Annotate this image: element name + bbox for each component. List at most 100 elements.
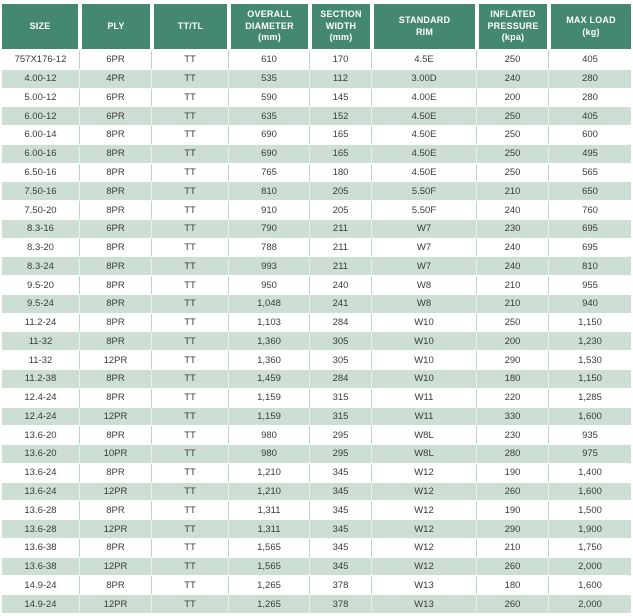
tire-spec-table: SIZE PLY TT/TL OVERALL DIAMETER (mm) SEC… — [0, 3, 633, 614]
cell-max_load: 1,500 — [549, 501, 633, 521]
cell-tt_tl: TT — [152, 276, 229, 295]
cell-section_width: 305 — [310, 351, 372, 371]
cell-overall_diameter: 788 — [229, 238, 310, 258]
cell-max_load: 940 — [549, 294, 633, 314]
cell-ply: 8PR — [80, 201, 152, 220]
cell-tt_tl: TT — [152, 501, 229, 521]
cell-size: 11.2-24 — [0, 313, 80, 333]
cell-size: 13.6-28 — [0, 501, 80, 521]
cell-inflated_pressure: 230 — [477, 219, 549, 239]
cell-overall_diameter: 1,311 — [229, 501, 310, 521]
cell-tt_tl: TT — [152, 595, 229, 614]
cell-ply: 8PR — [80, 426, 152, 446]
cell-inflated_pressure: 200 — [477, 88, 549, 108]
table-row: 5.00-12 6PR TT 590 145 4.00E 200 280 — [0, 88, 633, 108]
cell-tt_tl: TT — [152, 557, 229, 577]
cell-tt_tl: TT — [152, 576, 229, 596]
cell-ply: 8PR — [80, 576, 152, 596]
cell-inflated_pressure: 290 — [477, 351, 549, 371]
cell-ply: 4PR — [80, 69, 152, 89]
cell-inflated_pressure: 250 — [477, 144, 549, 164]
cell-size: 13.6-20 — [0, 426, 80, 446]
cell-overall_diameter: 1,159 — [229, 388, 310, 408]
cell-overall_diameter: 1,311 — [229, 520, 310, 539]
cell-max_load: 955 — [549, 276, 633, 295]
table-row: 11.2-24 8PR TT 1,103 284 W10 250 1,150 — [0, 313, 633, 333]
cell-overall_diameter: 765 — [229, 163, 310, 183]
cell-standard_rim: W11 — [372, 388, 477, 408]
cell-overall_diameter: 1,159 — [229, 407, 310, 427]
cell-max_load: 1,285 — [549, 388, 633, 408]
cell-section_width: 211 — [310, 257, 372, 277]
table-row: 7.50-16 8PR TT 810 205 5.50F 210 650 — [0, 182, 633, 202]
cell-standard_rim: W10 — [372, 332, 477, 352]
cell-max_load: 600 — [549, 126, 633, 145]
cell-tt_tl: TT — [152, 463, 229, 483]
cell-inflated_pressure: 330 — [477, 407, 549, 427]
cell-overall_diameter: 980 — [229, 445, 310, 464]
cell-section_width: 205 — [310, 201, 372, 220]
cell-inflated_pressure: 290 — [477, 520, 549, 539]
cell-section_width: 345 — [310, 501, 372, 521]
cell-size: 11.2-38 — [0, 370, 80, 389]
table-body: 757X176-12 6PR TT 610 170 4.5E 250 405 4.00-12 4P… — [0, 51, 633, 614]
cell-max_load: 760 — [549, 201, 633, 220]
cell-inflated_pressure: 250 — [477, 51, 549, 70]
cell-ply: 8PR — [80, 238, 152, 258]
cell-tt_tl: TT — [152, 370, 229, 389]
cell-overall_diameter: 1,459 — [229, 370, 310, 389]
cell-standard_rim: 4.50E — [372, 126, 477, 145]
cell-section_width: 211 — [310, 238, 372, 258]
cell-ply: 8PR — [80, 257, 152, 277]
cell-ply: 8PR — [80, 294, 152, 314]
cell-ply: 8PR — [80, 370, 152, 389]
cell-ply: 8PR — [80, 163, 152, 183]
cell-standard_rim: W8L — [372, 426, 477, 446]
cell-max_load: 495 — [549, 144, 633, 164]
header-row: SIZE PLY TT/TL OVERALL DIAMETER (mm) SEC… — [0, 3, 633, 51]
cell-section_width: 205 — [310, 182, 372, 202]
column-header-section-width: SECTION WIDTH (mm) — [310, 3, 372, 51]
cell-max_load: 695 — [549, 219, 633, 239]
column-header-standard-rim: STANDARD RIM — [372, 3, 477, 51]
cell-size: 11-32 — [0, 351, 80, 371]
cell-ply: 8PR — [80, 388, 152, 408]
cell-max_load: 565 — [549, 163, 633, 183]
cell-section_width: 295 — [310, 445, 372, 464]
cell-size: 13.6-38 — [0, 557, 80, 577]
cell-overall_diameter: 1,210 — [229, 482, 310, 502]
table-header: SIZE PLY TT/TL OVERALL DIAMETER (mm) SEC… — [0, 3, 633, 51]
cell-standard_rim: W8 — [372, 294, 477, 314]
cell-inflated_pressure: 240 — [477, 238, 549, 258]
table-row: 9.5-20 8PR TT 950 240 W8 210 955 — [0, 276, 633, 295]
cell-size: 13.6-20 — [0, 445, 80, 464]
cell-ply: 8PR — [80, 276, 152, 295]
cell-inflated_pressure: 230 — [477, 426, 549, 446]
cell-overall_diameter: 1,360 — [229, 332, 310, 352]
cell-overall_diameter: 1,103 — [229, 313, 310, 333]
table-row: 13.6-38 8PR TT 1,565 345 W12 210 1,750 — [0, 538, 633, 558]
cell-overall_diameter: 610 — [229, 51, 310, 70]
cell-standard_rim: 4.50E — [372, 163, 477, 183]
cell-standard_rim: 5.50F — [372, 201, 477, 220]
cell-inflated_pressure: 210 — [477, 276, 549, 295]
cell-size: 7.50-20 — [0, 201, 80, 220]
cell-tt_tl: TT — [152, 426, 229, 446]
cell-tt_tl: TT — [152, 182, 229, 202]
cell-overall_diameter: 690 — [229, 144, 310, 164]
cell-section_width: 345 — [310, 482, 372, 502]
cell-tt_tl: TT — [152, 51, 229, 70]
cell-size: 13.6-24 — [0, 482, 80, 502]
table-row: 8.3-20 8PR TT 788 211 W7 240 695 — [0, 238, 633, 258]
cell-tt_tl: TT — [152, 313, 229, 333]
cell-standard_rim: W10 — [372, 313, 477, 333]
table-row: 13.6-28 12PR TT 1,311 345 W12 290 1,900 — [0, 520, 633, 539]
cell-standard_rim: 3.00D — [372, 69, 477, 89]
table-row: 12.4-24 12PR TT 1,159 315 W11 330 1,600 — [0, 407, 633, 427]
cell-standard_rim: W7 — [372, 219, 477, 239]
cell-max_load: 1,900 — [549, 520, 633, 539]
cell-size: 12.4-24 — [0, 388, 80, 408]
cell-max_load: 810 — [549, 257, 633, 277]
cell-standard_rim: W10 — [372, 351, 477, 371]
cell-ply: 8PR — [80, 332, 152, 352]
